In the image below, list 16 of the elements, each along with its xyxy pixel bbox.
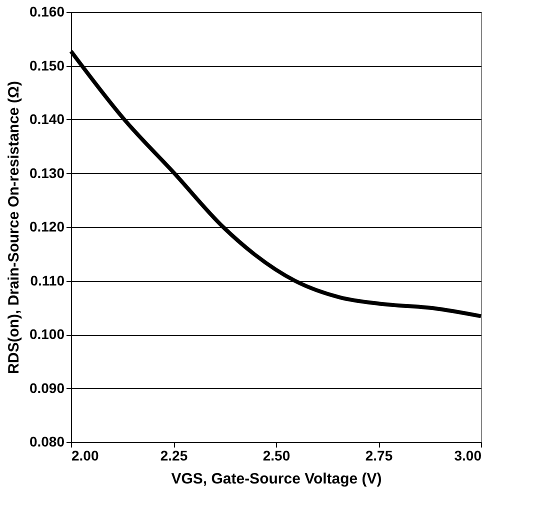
x-tick-label: 2.75	[365, 448, 393, 464]
x-tick-label: 2.00	[72, 448, 99, 464]
x-tick-label: 2.50	[262, 448, 290, 464]
x-tick-label: 2.25	[160, 448, 188, 464]
y-tick-label: 0.160	[29, 4, 65, 20]
y-tick-label: 0.130	[29, 164, 65, 181]
y-tick-label: 0.140	[29, 111, 65, 127]
y-tick-label: 0.150	[29, 57, 65, 74]
y-axis-title: RDS(on), Drain-Source On-resistance (Ω)	[5, 81, 22, 374]
y-tick-label: 0.080	[29, 434, 65, 450]
y-tick-label: 0.120	[29, 218, 65, 234]
y-tick-label: 0.090	[29, 380, 65, 396]
y-tick-label: 0.100	[29, 326, 65, 342]
x-tick-label: 3.00	[454, 448, 482, 464]
x-axis-title: VGS, Gate-Source Voltage (V)	[171, 470, 382, 488]
y-tick-label: 0.110	[30, 272, 65, 288]
